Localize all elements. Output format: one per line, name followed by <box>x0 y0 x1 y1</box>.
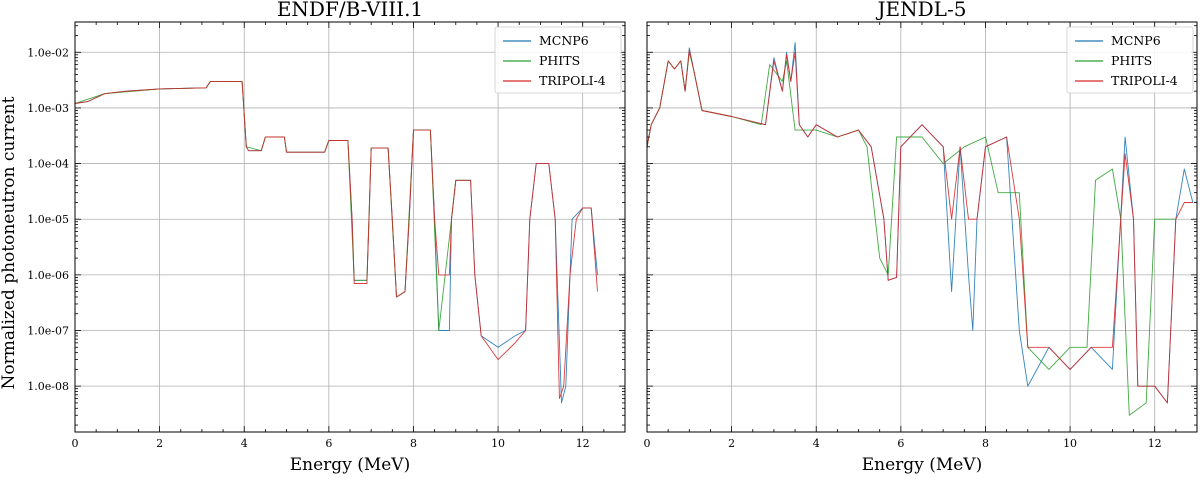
series-line-mcnp6 <box>75 80 598 404</box>
legend-label: PHITS <box>1111 53 1152 68</box>
x-tick-label: 8 <box>982 437 989 450</box>
x-tick-label: 4 <box>241 437 248 450</box>
x-axis-label: Energy (MeV) <box>862 455 982 475</box>
y-tick-label: 1.0e-03 <box>27 102 69 115</box>
legend-label: TRIPOLI-4 <box>539 73 606 88</box>
y-tick-label: 1.0e-07 <box>27 325 69 338</box>
x-tick-label: 4 <box>813 437 820 450</box>
series-line-tripoli-4 <box>75 80 598 399</box>
series-group <box>647 42 1194 416</box>
panel-title: JENDL-5 <box>876 0 967 21</box>
y-axis-label: Normalized photoneutron current <box>0 96 19 389</box>
x-axis-label: Energy (MeV) <box>290 455 410 475</box>
x-tick-label: 0 <box>644 437 651 450</box>
series-line-mcnp6 <box>647 42 1194 404</box>
y-tick-label: 1.0e-08 <box>27 380 69 393</box>
series-group <box>75 80 598 404</box>
x-tick-label: 8 <box>410 437 417 450</box>
legend: MCNP6 PHITS TRIPOLI-4 <box>1066 26 1194 94</box>
x-tick-label: 6 <box>897 437 904 450</box>
legend-label: MCNP6 <box>1111 33 1161 48</box>
legend: MCNP6 PHITS TRIPOLI-4 <box>494 26 622 94</box>
y-tick-label: 1.0e-06 <box>27 269 69 282</box>
x-tick-label: 0 <box>72 437 79 450</box>
panel-endf: ENDF/B-VIII.1 0 2 4 6 8 10 12 1.0e-08 1.0e-07 1.0e… <box>27 0 626 475</box>
series-line-phits <box>647 51 1176 416</box>
y-tick-label: 1.0e-02 <box>27 46 69 59</box>
series-line-phits <box>75 80 471 331</box>
x-tick-label: 6 <box>325 437 332 450</box>
panel-jendl: JENDL-5 0 2 4 6 8 10 12 Energy (MeV) MCNP6 PHITS TR… <box>644 0 1198 475</box>
legend-label: PHITS <box>539 53 580 68</box>
legend-label: MCNP6 <box>539 33 589 48</box>
x-tick-label: 2 <box>156 437 163 450</box>
x-tick-label: 2 <box>728 437 735 450</box>
x-tick-label: 10 <box>491 437 505 450</box>
x-tick-label: 12 <box>576 437 590 450</box>
y-tick-label: 1.0e-04 <box>27 158 69 171</box>
legend-label: TRIPOLI-4 <box>1111 73 1178 88</box>
panel-title: ENDF/B-VIII.1 <box>277 0 423 21</box>
x-tick-label: 12 <box>1148 437 1162 450</box>
legend-box <box>1066 26 1194 94</box>
y-tick-label: 1.0e-05 <box>27 213 69 226</box>
series-line-tripoli-4 <box>647 49 1193 404</box>
x-tick-label: 10 <box>1063 437 1077 450</box>
legend-box <box>494 26 622 94</box>
